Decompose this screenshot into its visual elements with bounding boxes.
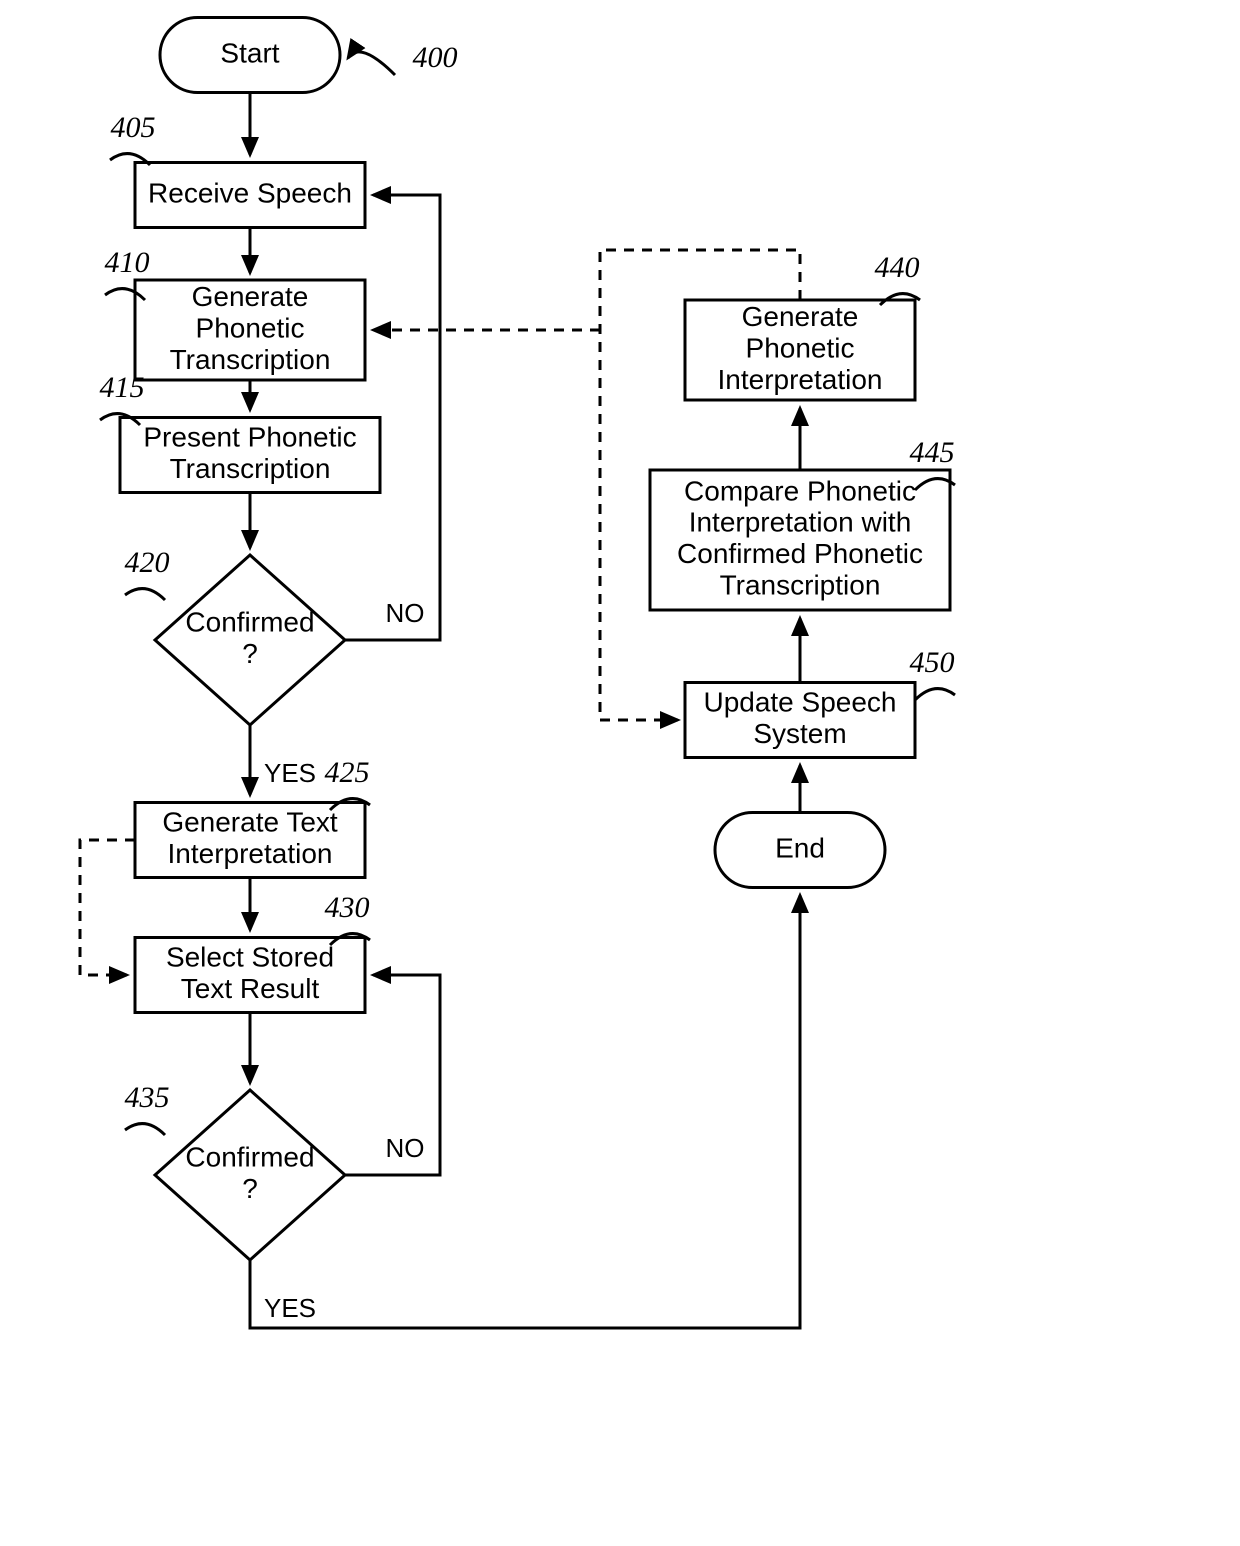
node-n425-label-line-0: Generate Text	[162, 807, 338, 838]
node-n410-label-line-2: Transcription	[170, 344, 331, 375]
node-n445-label-line-2: Confirmed Phonetic	[677, 538, 923, 569]
node-n445-label-line-3: Transcription	[720, 569, 881, 600]
ref-445: 445	[910, 436, 955, 469]
ref-410: 410	[105, 246, 150, 279]
node-n430-label-line-1: Text Result	[181, 973, 320, 1004]
nodes-layer: StartReceive SpeechGeneratePhoneticTrans…	[120, 18, 950, 1261]
ref-430: 430	[325, 891, 370, 924]
node-n420-label-line-0: Confirmed	[185, 607, 314, 638]
node-n420: Confirmed?	[155, 555, 345, 725]
node-n405: Receive Speech	[135, 163, 365, 228]
edge-8-label: NO	[386, 1133, 425, 1163]
node-n425-label-line-1: Interpretation	[168, 838, 333, 869]
node-n415-label-line-1: Transcription	[170, 453, 331, 484]
edge-9-label: YES	[264, 1293, 316, 1323]
node-end: End	[715, 813, 885, 888]
node-n405-label-line-0: Receive Speech	[148, 177, 352, 208]
node-n440-label-line-2: Interpretation	[718, 364, 883, 395]
ref-425: 425	[325, 756, 370, 789]
edge-7-label: NO	[386, 598, 425, 628]
main-ref-label: 400	[413, 41, 458, 74]
ref-405: 405	[111, 111, 156, 144]
ref-450-tick	[915, 689, 955, 700]
node-n440: GeneratePhoneticInterpretation	[685, 300, 915, 400]
ref-415: 415	[100, 371, 145, 404]
node-n415-label-line-0: Present Phonetic	[143, 422, 356, 453]
node-n445-label-line-1: Interpretation with	[689, 507, 912, 538]
ref-420: 420	[125, 546, 170, 579]
node-n410-label-line-0: Generate	[192, 281, 309, 312]
node-start: Start	[160, 18, 340, 93]
node-n445: Compare PhoneticInterpretation withConfi…	[650, 470, 950, 610]
edge-15	[80, 840, 135, 975]
ref-450: 450	[910, 646, 955, 679]
node-n420-label-line-1: ?	[242, 638, 258, 669]
ref-435-tick	[125, 1124, 165, 1135]
node-n440-label-line-0: Generate	[742, 301, 859, 332]
node-n410: GeneratePhoneticTranscription	[135, 280, 365, 380]
edge-4-label: YES	[264, 758, 316, 788]
node-n435-label-line-1: ?	[242, 1173, 258, 1204]
node-start-label-line-0: Start	[220, 37, 279, 68]
ref-435: 435	[125, 1081, 170, 1114]
edge-16	[348, 52, 395, 75]
node-n450-label-line-0: Update Speech	[703, 687, 896, 718]
node-n410-label-line-1: Phonetic	[196, 312, 305, 343]
node-n425: Generate TextInterpretation	[135, 803, 365, 878]
flowchart-canvas: YESNONOYES StartReceive SpeechGeneratePh…	[0, 0, 1240, 1546]
node-n430-label-line-0: Select Stored	[166, 942, 334, 973]
node-n435-label-line-0: Confirmed	[185, 1142, 314, 1173]
node-n445-label-line-0: Compare Phonetic	[684, 475, 916, 506]
node-n435: Confirmed?	[155, 1090, 345, 1260]
node-n415: Present PhoneticTranscription	[120, 418, 380, 493]
node-end-label-line-0: End	[775, 832, 825, 863]
node-n430: Select StoredText Result	[135, 938, 365, 1013]
node-n450: Update SpeechSystem	[685, 683, 915, 758]
ref-440: 440	[875, 251, 920, 284]
node-n450-label-line-1: System	[753, 718, 846, 749]
node-n440-label-line-1: Phonetic	[746, 332, 855, 363]
ref-420-tick	[125, 589, 165, 600]
